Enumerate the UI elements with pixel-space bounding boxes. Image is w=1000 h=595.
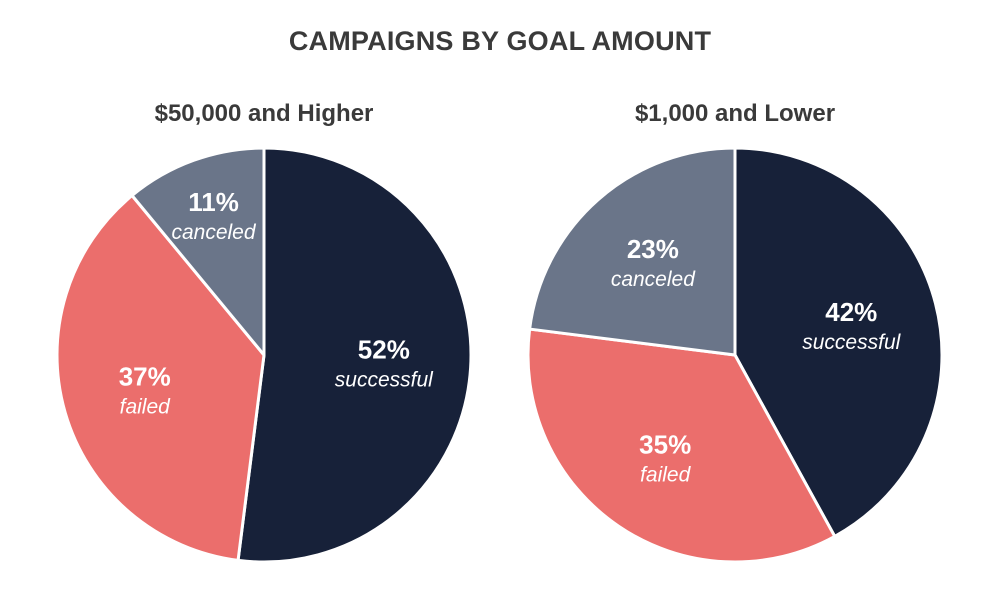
pie-slice-successful	[733, 146, 944, 538]
pie-slice-canceled	[130, 146, 266, 357]
pie-chart-low-goal: $1,000 and Lower 42% successful 35% failed 2…	[500, 96, 970, 566]
slice-category-label: failed	[640, 464, 692, 487]
slice-category-label: successful	[802, 331, 901, 354]
slice-percent-label: 42%	[825, 297, 877, 327]
pie-chart-high-goal: $50,000 and Higher 52% successful 37% faile…	[29, 96, 499, 566]
slice-percent-label: 52%	[358, 335, 410, 365]
pie-slice-canceled	[528, 146, 737, 357]
slice-percent-label: 37%	[119, 362, 171, 392]
chart-title: CAMPAIGNS BY GOAL AMOUNT	[288, 26, 712, 56]
pie-title: $50,000 and Higher	[154, 100, 374, 127]
pie-svg: 42% successful 35% failed 23% canceled	[526, 146, 944, 564]
pie-title: $1,000 and Lower	[634, 100, 836, 127]
slice-category-label: canceled	[611, 268, 696, 291]
pie-slice-failed	[55, 194, 266, 562]
pie-svg: 52% successful 37% failed 11% canceled	[55, 146, 473, 564]
slice-category-label: failed	[120, 396, 172, 419]
pie-slice-successful	[236, 146, 473, 564]
slice-percent-label: 11%	[188, 187, 239, 217]
slice-category-label: canceled	[171, 221, 256, 244]
slice-percent-label: 35%	[639, 430, 691, 460]
pie-slice-failed	[526, 327, 837, 564]
slice-category-label: successful	[335, 369, 434, 392]
slice-percent-label: 23%	[627, 234, 679, 264]
